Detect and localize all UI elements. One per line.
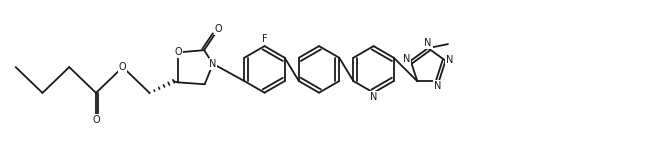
- Text: N: N: [209, 59, 216, 69]
- Text: N: N: [403, 54, 410, 64]
- Text: O: O: [92, 115, 100, 125]
- Text: F: F: [262, 34, 267, 44]
- Text: N: N: [424, 38, 432, 48]
- Text: O: O: [215, 24, 222, 34]
- Text: N: N: [370, 92, 377, 102]
- Text: O: O: [119, 62, 127, 72]
- Text: N: N: [446, 55, 453, 65]
- Text: O: O: [174, 47, 182, 58]
- Text: N: N: [434, 81, 441, 91]
